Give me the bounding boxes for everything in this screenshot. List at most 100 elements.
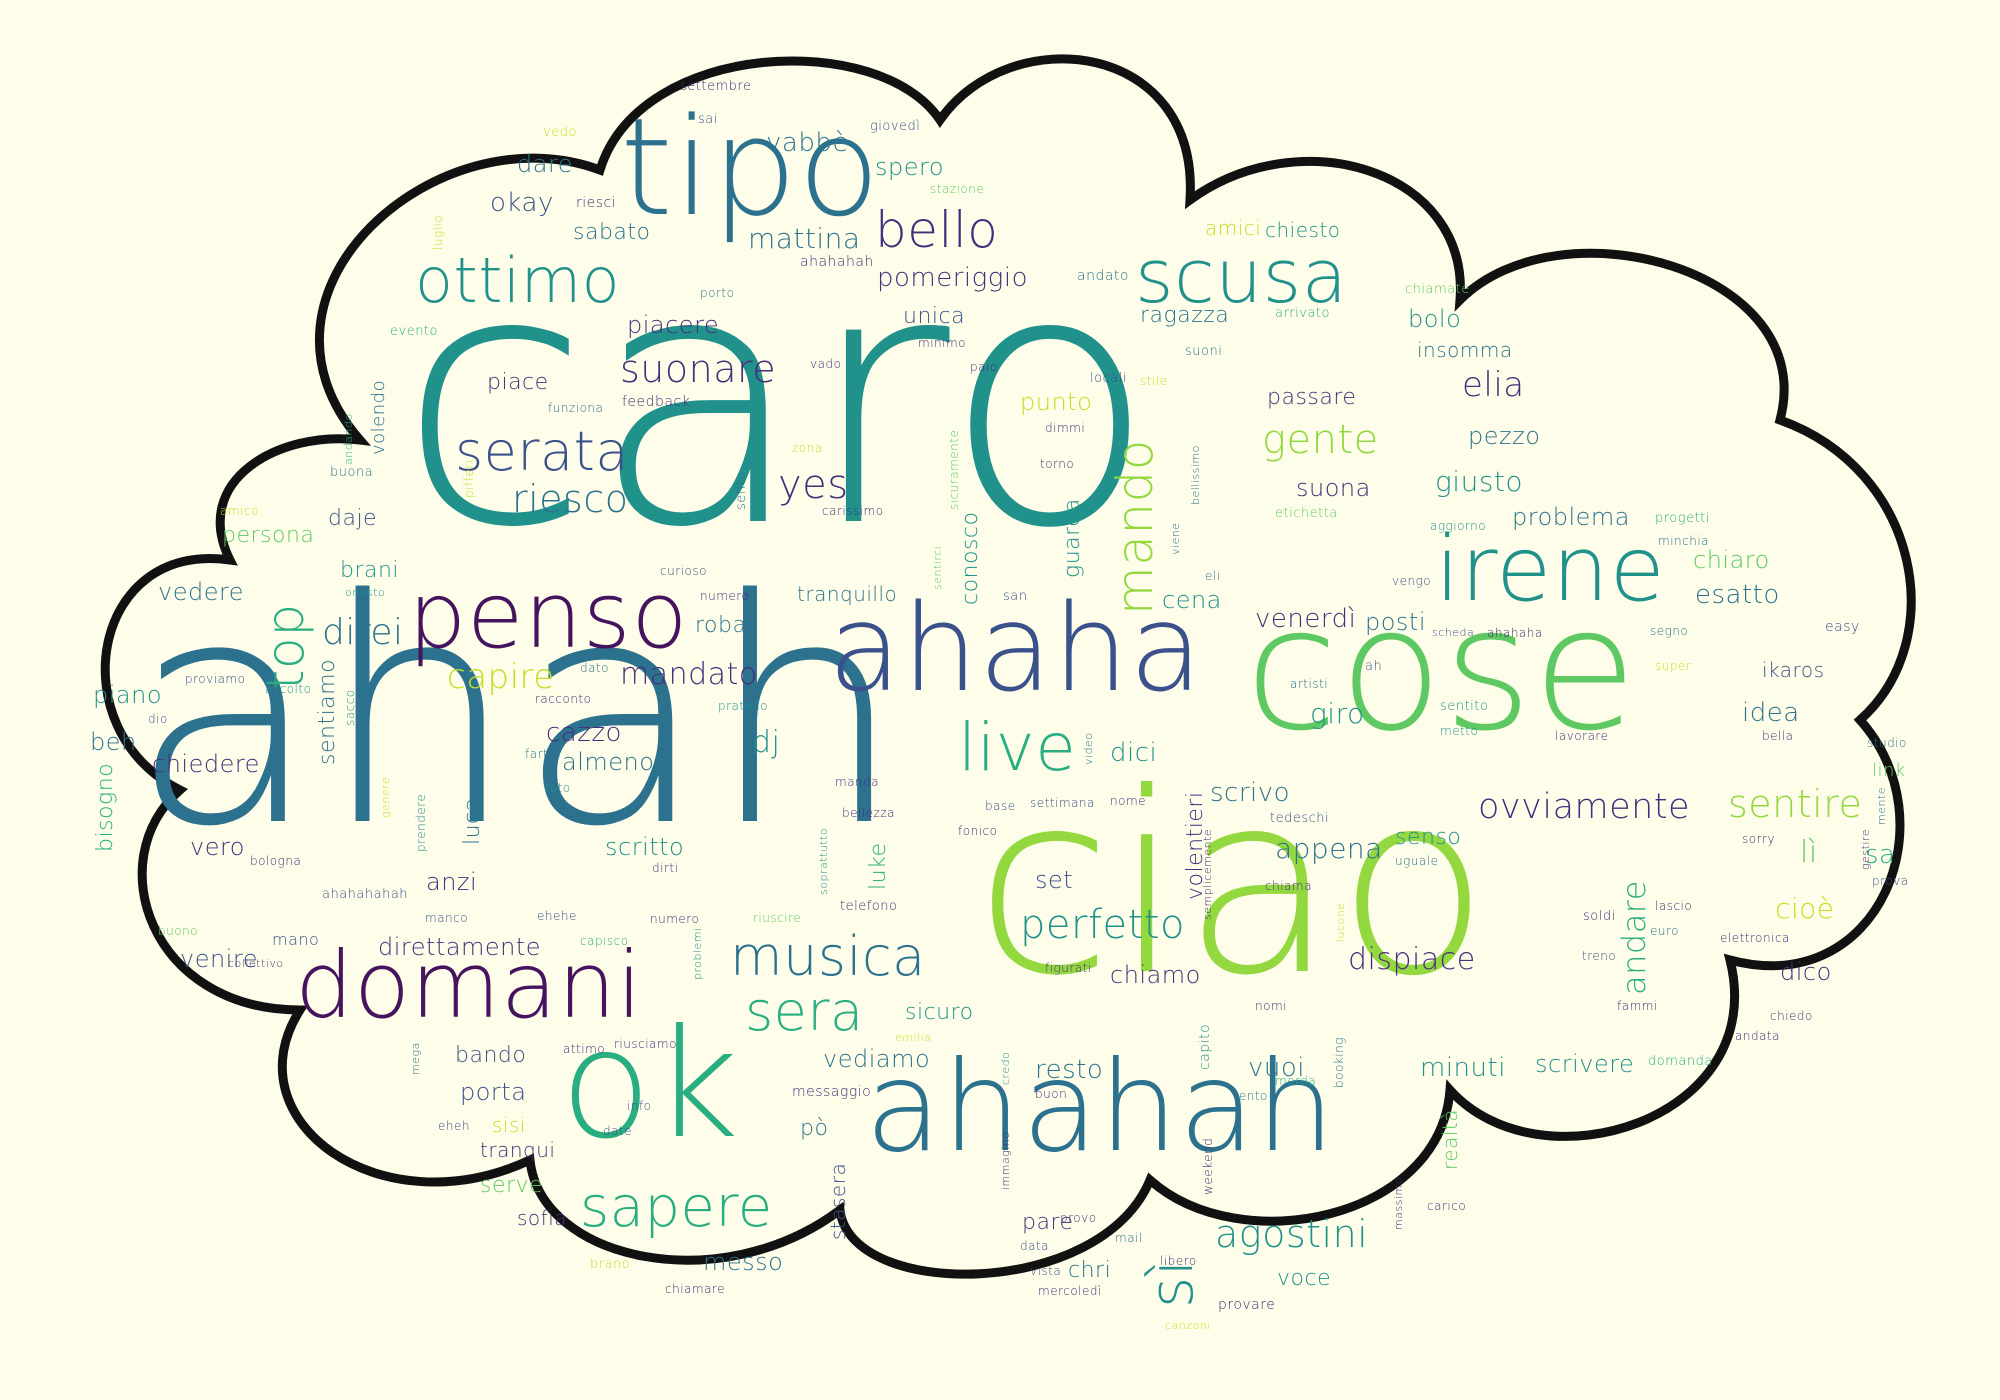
word-capito: capito xyxy=(1197,1023,1213,1070)
word-provo: provo xyxy=(1060,1211,1097,1225)
word-porto: porto xyxy=(700,286,735,300)
word-chiedere: chiedere xyxy=(152,750,260,778)
word-riuscire: riuscire xyxy=(753,911,802,925)
word-metto: metto xyxy=(1440,724,1479,738)
word-scrivere: scrivere xyxy=(1535,1050,1635,1078)
word-sabato: sabato xyxy=(573,220,651,245)
word-data: data xyxy=(1020,1239,1050,1253)
word-spero: spero xyxy=(875,153,945,181)
word-vabbe: vabbè xyxy=(766,128,849,158)
word-problema: problema xyxy=(1512,503,1631,531)
word-venire: venire xyxy=(180,945,258,973)
word-sai: sai xyxy=(698,112,718,127)
word-ahahah: ahahah xyxy=(865,1035,1336,1180)
word-ciao: ciao xyxy=(975,739,1491,1030)
word-passare: passare xyxy=(1267,385,1357,410)
word-credo: credo xyxy=(999,1051,1012,1085)
word-sisi: sisi xyxy=(492,1113,526,1137)
word-direi: direi xyxy=(322,612,404,653)
word-ikaros: ikaros xyxy=(1762,658,1825,682)
word-onesto: onesto xyxy=(345,586,386,599)
word-booking: booking xyxy=(1332,1037,1346,1088)
word-segno: segno xyxy=(1650,624,1689,638)
word-chiedo: chiedo xyxy=(1770,1009,1813,1023)
word-giusto: giusto xyxy=(1435,465,1524,498)
word-ahahaha: ahahaha xyxy=(1487,626,1543,640)
word-locali: locali xyxy=(1090,371,1127,386)
word-pomeriggio: pomeriggio xyxy=(877,263,1028,293)
word-link: link xyxy=(1872,760,1906,781)
word-unica: unica xyxy=(903,304,966,329)
word-sofia: sofia xyxy=(517,1206,568,1230)
word-torno: torno xyxy=(1040,457,1075,471)
word-date: date xyxy=(603,1124,633,1138)
word-suona: suona xyxy=(1296,474,1371,502)
word-soprattutto: soprattutto xyxy=(817,827,830,895)
word-telefono: telefono xyxy=(840,899,898,914)
word-minuti: minuti xyxy=(1420,1053,1506,1083)
word-sentirci: sentirci xyxy=(931,545,944,590)
word-tranqui: tranqui xyxy=(480,1138,556,1162)
word-figurati: figurati xyxy=(1045,961,1092,975)
word-buona: buona xyxy=(330,465,374,480)
word-buon: buon xyxy=(1035,1087,1068,1101)
word-dici: dici xyxy=(1110,738,1158,768)
word-feedback: feedback xyxy=(622,394,691,410)
word-pare: pare xyxy=(1022,1210,1074,1235)
word-penso: penso xyxy=(408,562,689,669)
word-conosco: conosco xyxy=(958,511,983,605)
word-sa: sa xyxy=(1865,840,1896,870)
word-riesci: riesci xyxy=(576,195,617,211)
word-bando: bando xyxy=(455,1043,527,1068)
word-minimo: minimo xyxy=(918,336,966,350)
word-amici: amici xyxy=(1205,216,1262,240)
word-okay: okay xyxy=(490,188,554,218)
word-dimmi: dimmi xyxy=(1045,421,1086,435)
word-dico: dico xyxy=(1780,958,1832,986)
word-ascolto: ascolto xyxy=(265,682,312,696)
word-chiesto: chiesto xyxy=(1265,218,1341,242)
word-base: base xyxy=(985,799,1016,813)
word-serve: serve xyxy=(480,1173,544,1198)
word-luca: luca xyxy=(460,797,485,845)
word-irene: irene xyxy=(1435,517,1666,622)
word-artisti: artisti xyxy=(1290,677,1329,691)
word-luke: luke xyxy=(866,842,891,890)
word-problemi: problemi xyxy=(691,927,704,980)
word-manco: manco xyxy=(425,911,469,925)
word-video: video xyxy=(1082,732,1095,765)
word-immagino: immagino xyxy=(999,1131,1012,1190)
word-chiama: chiama xyxy=(1265,879,1312,893)
word-dj: dj xyxy=(752,725,781,760)
word-bologna: bologna xyxy=(250,854,302,868)
word-chri: chri xyxy=(1068,1258,1112,1283)
word-scritto: scritto xyxy=(605,833,685,861)
word-ahaha: ahaha xyxy=(828,580,1204,719)
word-funziona: funziona xyxy=(548,401,604,415)
word-dare: dare xyxy=(517,150,574,178)
word-giro: giro xyxy=(1310,697,1365,730)
word-lento: lento xyxy=(1235,1089,1268,1103)
word-vista: vista xyxy=(1030,1264,1062,1278)
word-lucone: lucone xyxy=(1334,902,1347,942)
word-bellissimo: bellissimo xyxy=(1189,445,1202,505)
word-po: pò xyxy=(800,1116,829,1141)
word-yes: yes xyxy=(778,462,849,508)
word-sicuro: sicuro xyxy=(905,1000,974,1025)
word-dispiace: dispiace xyxy=(1348,942,1476,977)
word-san: san xyxy=(1003,589,1028,604)
word-lascio: lascio xyxy=(1655,899,1693,913)
word-cena: cena xyxy=(1162,586,1222,614)
word-bella: bella xyxy=(1762,729,1794,743)
word-scusa: scusa xyxy=(1135,234,1348,320)
word-voce: voce xyxy=(1277,1266,1332,1291)
word-ahahahahah: ahahahahah xyxy=(322,887,409,902)
word-stazione: stazione xyxy=(930,182,985,196)
word-realta: realtà xyxy=(1438,1109,1462,1170)
word-elia: elia xyxy=(1462,365,1525,405)
word-ragazza: ragazza xyxy=(1140,303,1230,328)
word-messaggio: messaggio xyxy=(792,1084,872,1100)
word-idea: idea xyxy=(1742,698,1800,728)
word-sera: sera xyxy=(745,980,864,1043)
